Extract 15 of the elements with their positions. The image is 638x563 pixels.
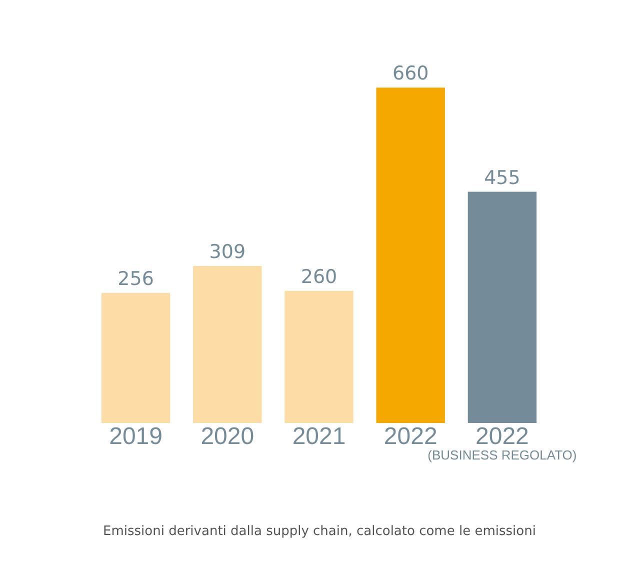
data-label: 260 (300, 266, 338, 288)
data-label: 256 (118, 268, 154, 290)
x-tick-label: 2020 (200, 423, 254, 450)
data-label: 455 (484, 166, 520, 189)
bar (193, 266, 262, 423)
x-tick-label: 2021 (292, 423, 346, 450)
bar (376, 88, 445, 423)
bar (101, 292, 170, 423)
text: Emissioni derivanti dalla supply chain, calcolato come le emissioni (103, 524, 536, 539)
x-tick-label: 2022 (384, 423, 438, 450)
bar (284, 290, 354, 423)
data-label: 309 (209, 241, 246, 263)
data-label: 660 (392, 62, 429, 85)
bar (468, 192, 537, 423)
x-tick-label: 2019 (109, 423, 162, 450)
